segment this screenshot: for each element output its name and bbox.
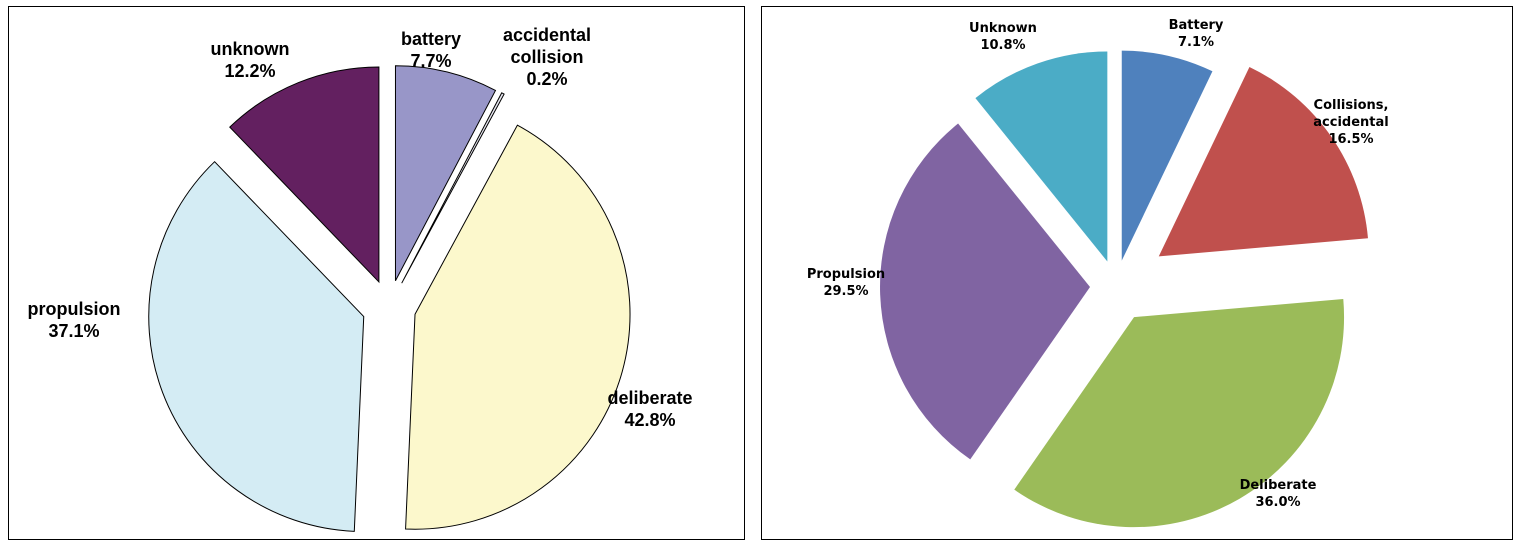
slice-label-battery: Battery 7.1% — [1169, 18, 1224, 50]
right-chart-panel: Battery 7.1% Collisions, accidental 16.5% Del… — [761, 6, 1513, 540]
slice-label-deliberate: Deliberate 36.0% — [1240, 478, 1317, 510]
pie-slice-deliberate — [1014, 299, 1345, 528]
slice-label-unknown: Unknown 10.8% — [969, 21, 1037, 53]
slice-label-deliberate: deliberate 42.8% — [607, 388, 692, 430]
pie-slice-propulsion — [148, 160, 365, 532]
slice-label-battery: battery 7.7% — [401, 29, 461, 71]
pie-slice-battery — [1121, 50, 1213, 261]
pie-slice-collisions-accidental — [1158, 67, 1368, 257]
pie-slice-battery — [394, 65, 497, 282]
left-chart-panel: battery 7.7% accidental collision 0.2% delibe… — [8, 6, 745, 540]
slice-label-collisions-accidental: Collisions, accidental 16.5% — [1313, 98, 1388, 147]
pie-slice-propulsion — [880, 123, 1091, 460]
right-pie-chart: Battery 7.1% Collisions, accidental 16.5% Del… — [807, 18, 1389, 528]
slice-label-propulsion: propulsion 37.1% — [28, 299, 121, 341]
pie-slice-accidental-collision — [401, 92, 505, 284]
slice-label-propulsion: Propulsion 29.5% — [807, 267, 885, 299]
pie-slice-deliberate — [405, 124, 631, 530]
slice-label-accidental-collision: accidental collision 0.2% — [503, 25, 591, 89]
pie-slice-unknown — [229, 66, 380, 284]
slice-label-unknown: unknown 12.2% — [211, 39, 290, 81]
pie-slice-unknown — [975, 51, 1108, 262]
left-pie-chart: battery 7.7% accidental collision 0.2% delibe… — [28, 25, 693, 532]
